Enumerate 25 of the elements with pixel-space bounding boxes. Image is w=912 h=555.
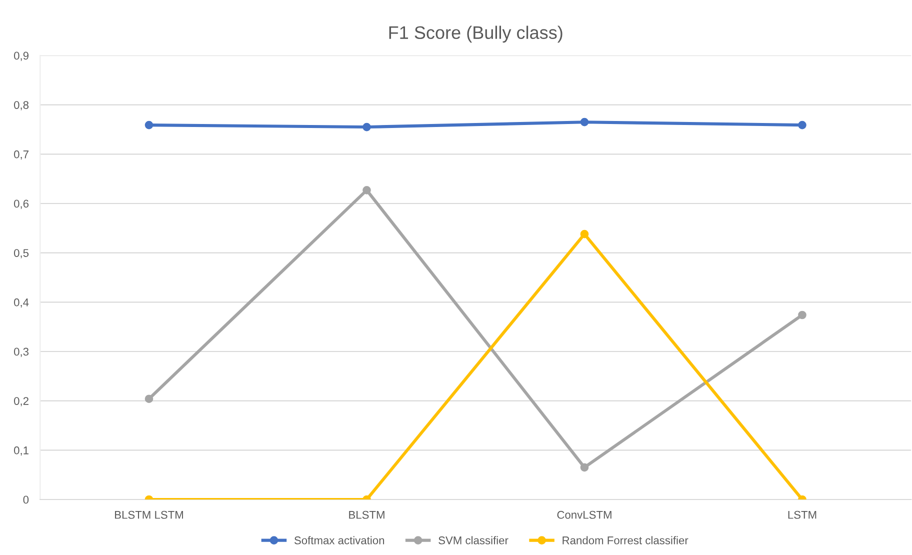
point (362, 186, 371, 194)
legend-label: Random Forrest classifier (562, 536, 688, 544)
x-tick-label: LSTM (788, 510, 816, 519)
point (144, 120, 154, 130)
point (362, 122, 371, 132)
y-tick-label: 0 (23, 496, 29, 504)
y-tick-label: 0,4 (14, 298, 29, 308)
x-tick-label: BLSTM LSTM (115, 510, 183, 519)
y-tick-label: 0,6 (14, 200, 29, 209)
point (580, 230, 589, 238)
y-tick-label: 0,3 (14, 348, 29, 357)
y-tick-label: 0,5 (14, 249, 29, 258)
point (580, 118, 589, 126)
legend-label: SVM classifier (438, 536, 508, 544)
legend-label: Softmax activation (294, 536, 384, 544)
y-tick-label: 0,1 (14, 446, 28, 456)
x-tick-label: ConvLSTM (557, 510, 612, 519)
point (798, 310, 806, 320)
y-tick-label: 0,7 (14, 150, 28, 160)
y-tick-label: 0,8 (14, 101, 29, 110)
y-tick-label: 0,9 (14, 52, 28, 61)
y-tick-label: 0,2 (14, 397, 28, 406)
chart-title: F1 Score (Bully class) (389, 26, 562, 43)
x-tick-label: BLSTM (349, 510, 384, 519)
point (798, 120, 806, 130)
